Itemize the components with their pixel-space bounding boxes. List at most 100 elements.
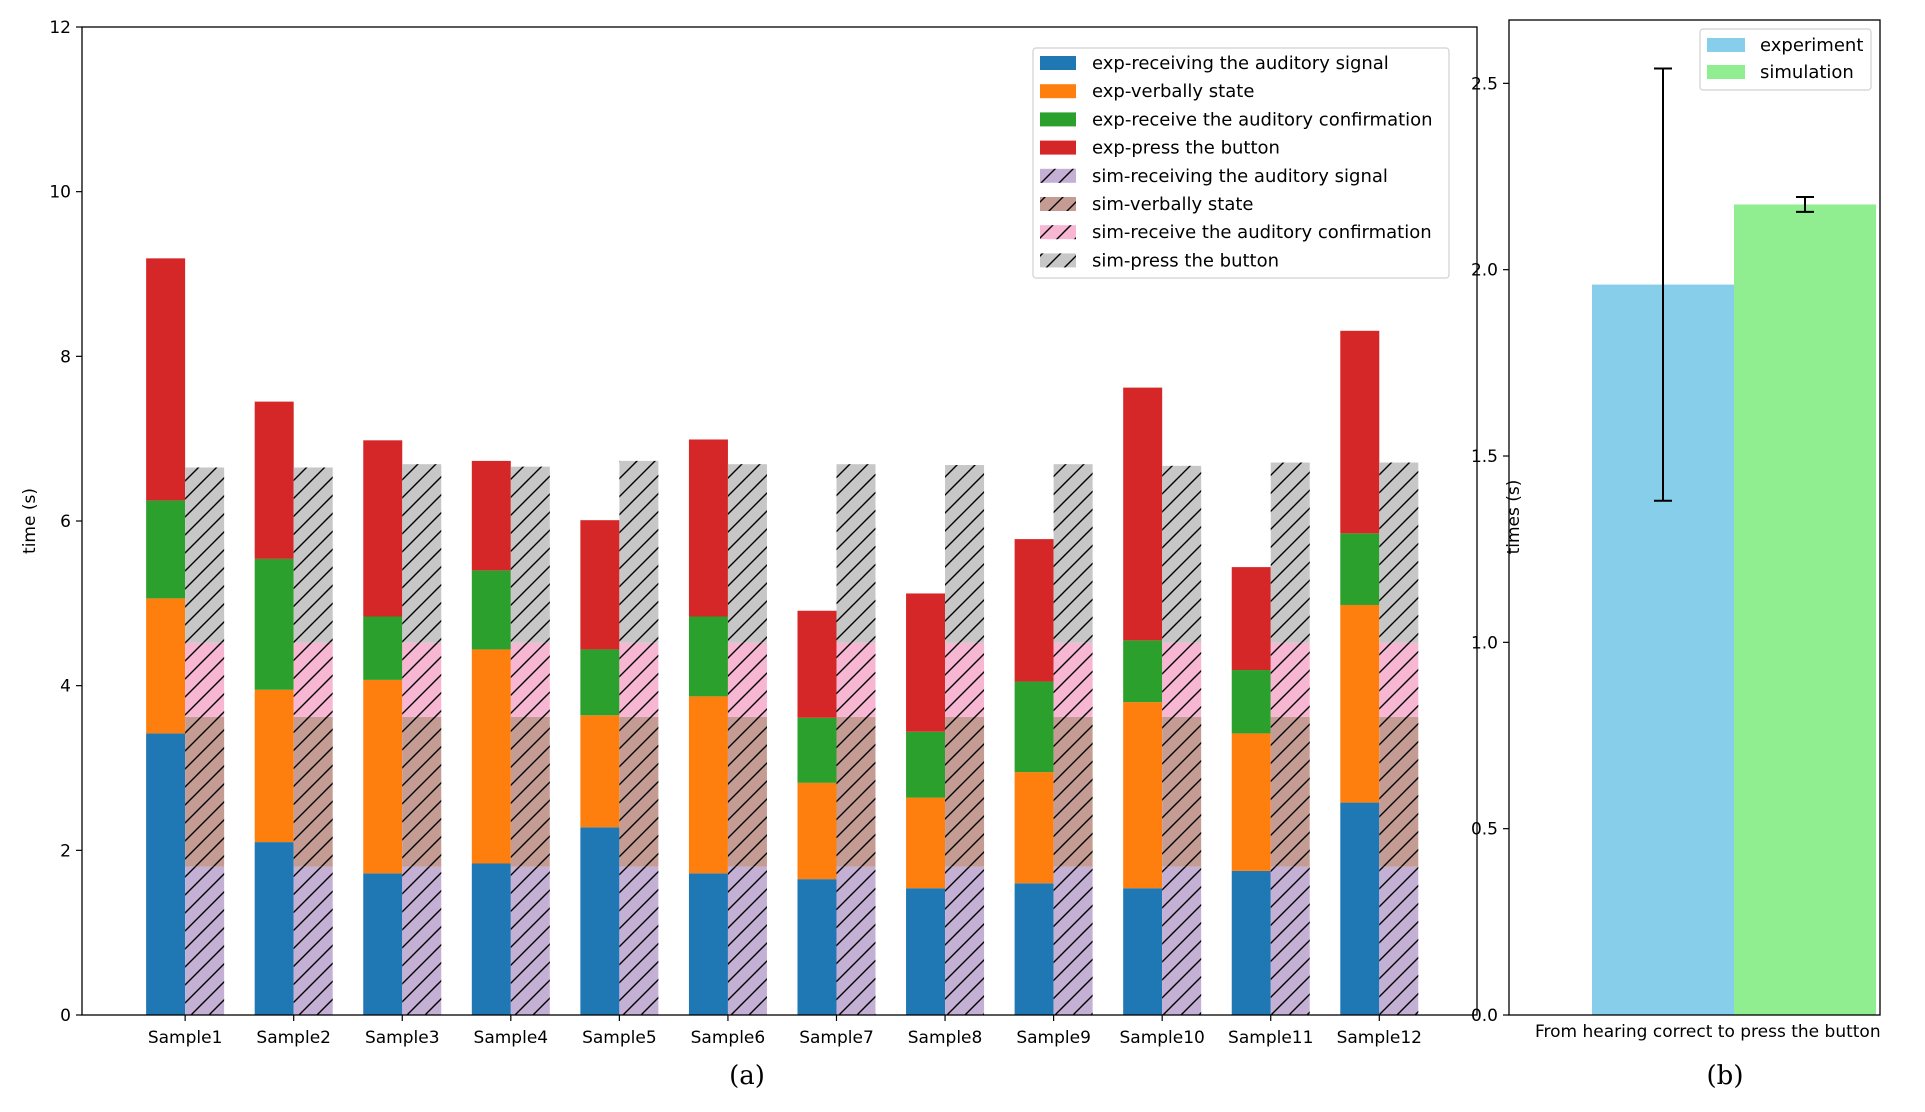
exp-bar-segment [146, 733, 186, 1015]
sim-bar-hatch [727, 642, 767, 717]
legend-swatch-hatch [1040, 253, 1076, 268]
exp-bar-segment [363, 679, 403, 874]
x-tick-label: Sample5 [582, 1028, 657, 1048]
exp-bar-segment [146, 598, 186, 734]
sim-bar-hatch [836, 464, 876, 643]
exp-bar-segment [797, 610, 837, 718]
panel-a-x-ticks: Sample1 Sample2 Sample3 Sample4 Sample5 Sampl… [148, 1015, 1422, 1048]
sim-bar-hatch [836, 642, 876, 717]
y-tick-label: 1.5 [1471, 447, 1498, 467]
panel-a-y-axis-label: time (s) [20, 488, 40, 554]
legend-label: exp-verbally state [1092, 81, 1254, 102]
exp-bar-segment [797, 879, 837, 1015]
legend-label: sim-receiving the auditory signal [1092, 166, 1388, 187]
legend-swatch [1040, 84, 1076, 99]
exp-bar-segment [363, 873, 403, 1015]
sim-bar-hatch [510, 642, 550, 717]
legend-swatch [1707, 38, 1745, 52]
x-tick-label: Sample3 [365, 1028, 440, 1048]
sim-bar-hatch [1162, 866, 1202, 1015]
legend-label: sim-verbally state [1092, 194, 1253, 215]
exp-bar-segment [1014, 883, 1054, 1015]
exp-bar-segment [1231, 870, 1271, 1015]
panel-b-bars [1592, 67, 1876, 1015]
exp-bar-segment [797, 717, 837, 783]
exp-bar-segment [688, 696, 728, 874]
exp-bar-segment [1014, 539, 1054, 682]
legend-swatch-hatch [1040, 197, 1076, 211]
exp-bar-segment [580, 827, 620, 1015]
legend-label: simulation [1760, 62, 1854, 83]
x-tick-label: Sample2 [256, 1028, 331, 1048]
panel-b-x-tick-label: From hearing correct to press the button [1535, 1022, 1881, 1042]
x-tick-label: Sample8 [908, 1028, 983, 1048]
sim-bar-hatch [402, 464, 442, 643]
exp-bar-segment [1123, 387, 1163, 641]
legend-label: sim-press the button [1092, 250, 1279, 271]
exp-bar-segment [254, 842, 294, 1015]
exp-bar-segment [797, 782, 837, 880]
exp-bar-segment [254, 401, 294, 559]
panel-b-legend: experiment simulation [1699, 28, 1872, 91]
panel-b-frame [1508, 19, 1881, 1016]
sim-bar-hatch [1270, 642, 1310, 717]
sim-bar-hatch [836, 866, 876, 1015]
y-tick-label: 6 [60, 512, 71, 532]
sim-bar-hatch [293, 642, 333, 717]
sim-bar-hatch [1053, 866, 1093, 1015]
panel-a-bars [146, 258, 1419, 1015]
sim-bar-hatch [402, 642, 442, 717]
exp-bar-segment [580, 649, 620, 716]
panel-a-legend: exp-receiving the auditory signal exp-ver… [1032, 47, 1450, 279]
exp-bar-segment [1014, 681, 1054, 773]
y-tick-label: 0 [60, 1006, 71, 1026]
y-tick-label: 1.0 [1471, 633, 1498, 653]
exp-bar-segment [906, 593, 946, 732]
sim-bar-hatch [1379, 642, 1419, 717]
legend-label: exp-receive the auditory confirmation [1092, 109, 1433, 130]
bar-simulation [1734, 204, 1876, 1015]
panel-b-y-ticks: 0.0 0.5 1.0 1.5 2.0 2.5 [1471, 74, 1509, 1026]
sim-bar-hatch [293, 467, 333, 643]
exp-bar-segment [688, 439, 728, 617]
sim-bar-hatch [1053, 716, 1093, 867]
sim-bar-hatch [402, 716, 442, 867]
sim-bar-hatch [510, 716, 550, 867]
sim-bar-hatch [510, 466, 550, 643]
exp-bar-segment [1340, 604, 1380, 803]
x-tick-label: Sample9 [1016, 1028, 1091, 1048]
y-tick-label: 8 [60, 347, 71, 367]
sim-bar-hatch [185, 467, 225, 643]
panel-b-y-axis-label: times (s) [1504, 480, 1524, 555]
exp-bar-segment [146, 500, 186, 599]
sim-bar-hatch [1053, 642, 1093, 717]
legend-swatch [1040, 56, 1076, 70]
x-tick-label: Sample1 [148, 1028, 223, 1048]
sim-bar-hatch [945, 465, 985, 643]
exp-bar-segment [1123, 640, 1163, 703]
x-tick-label: Sample11 [1228, 1028, 1313, 1048]
exp-bar-segment [1340, 802, 1380, 1015]
exp-bar-segment [254, 689, 294, 843]
y-tick-label: 0.0 [1471, 1006, 1498, 1026]
y-tick-label: 2 [60, 841, 71, 861]
panel-a-caption: (a) [729, 1061, 765, 1091]
sim-bar-hatch [1270, 462, 1310, 643]
sim-bar-hatch [293, 716, 333, 867]
legend-swatch [1040, 140, 1076, 155]
y-tick-label: 4 [60, 677, 71, 697]
sim-bar-hatch [185, 642, 225, 717]
exp-bar-segment [471, 863, 511, 1015]
panel-a-y-ticks: 0 2 4 6 8 10 12 [49, 18, 82, 1026]
sim-bar-hatch [1162, 642, 1202, 717]
legend-label: exp-receiving the auditory signal [1092, 53, 1389, 74]
sim-bar-hatch [1379, 716, 1419, 867]
sim-bar-hatch [945, 716, 985, 867]
sim-bar-hatch [945, 642, 985, 717]
exp-bar-segment [1231, 733, 1271, 871]
sim-bar-hatch [836, 716, 876, 867]
y-tick-label: 2.0 [1471, 261, 1498, 281]
x-tick-label: Sample7 [799, 1028, 874, 1048]
sim-bar-hatch [619, 460, 659, 643]
